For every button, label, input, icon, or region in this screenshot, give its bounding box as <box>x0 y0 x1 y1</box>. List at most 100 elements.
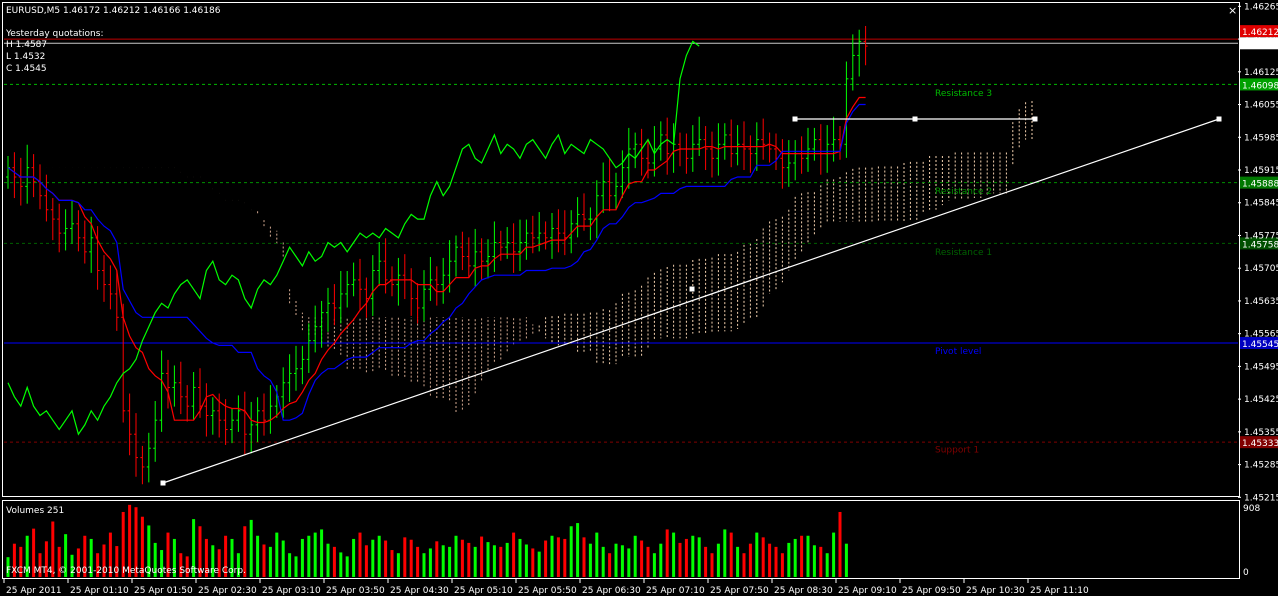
volume-bar <box>108 532 112 577</box>
volume-bar <box>512 532 516 577</box>
volume-bar <box>684 538 688 577</box>
volume-bar <box>524 544 528 577</box>
volume-bar <box>460 539 464 577</box>
volume-bar <box>582 537 586 577</box>
y-axis-label: 1.45285 <box>1244 461 1278 471</box>
trendline-support[interactable] <box>162 118 1220 484</box>
volume-bar <box>345 556 349 577</box>
volume-bar <box>32 528 36 577</box>
volume-bar <box>160 550 164 577</box>
y-axis-label: 1.45985 <box>1244 133 1278 143</box>
volume-bar <box>569 526 573 577</box>
volume-bar <box>780 553 784 577</box>
volume-bar <box>588 543 592 577</box>
close-icon[interactable]: × <box>1228 4 1237 17</box>
volume-bar <box>83 535 87 577</box>
volume-bar <box>294 556 298 577</box>
volume-bar <box>563 538 567 577</box>
trend-lines[interactable] <box>160 116 1222 486</box>
y-axis-label: 1.45705 <box>1244 264 1278 274</box>
level-label-0: Resistance 3 <box>935 89 992 99</box>
volume-bar <box>480 536 484 577</box>
volume-bar <box>518 538 522 577</box>
volume-bar <box>793 538 797 577</box>
level-price-tag-3 <box>1240 337 1278 350</box>
x-axis-label: 25 Apr 04:30 <box>390 586 449 596</box>
y-axis-label: 1.45845 <box>1244 199 1278 209</box>
volume-bar <box>742 553 746 577</box>
volume-bar <box>390 550 394 577</box>
volume-bar <box>448 546 452 577</box>
volume-bar <box>832 532 836 577</box>
price-axis[interactable]: 1.46098 1.45888 1.45758 1.45545 1.45333 1.462… <box>1238 2 1278 503</box>
volume-bar <box>70 554 74 577</box>
volume-bar <box>620 545 624 577</box>
volume-bar <box>198 526 202 577</box>
copyright-text: FXCM MT4, © 2001-2010 MetaQuotes Softwar… <box>6 566 246 576</box>
volume-bar <box>441 545 445 577</box>
level-price-tag-text-0: 1.46098 <box>1242 81 1278 91</box>
trendline-anchor-start[interactable] <box>160 480 166 486</box>
volume-bar <box>339 552 343 577</box>
volume-bar <box>396 553 400 577</box>
x-axis-label: 25 Apr 01:50 <box>134 586 193 596</box>
volume-bar <box>256 535 260 577</box>
volume-bar <box>147 525 151 577</box>
volume-bar <box>633 535 637 577</box>
volume-bar <box>416 546 420 577</box>
y-axis-label: 1.45355 <box>1244 428 1278 438</box>
volume-bar <box>332 546 336 577</box>
yesterday-high: H 1.4587 <box>6 40 47 50</box>
time-axis[interactable]: 25 Apr 2011 25 Apr 01:10 25 Apr 01:50 25 Ap… <box>3 579 1089 596</box>
y-axis-label: 1.45775 <box>1244 231 1278 241</box>
current-price-tag-1 <box>1240 37 1278 50</box>
y-axis-label: 1.45915 <box>1244 166 1278 176</box>
level-label-2: Resistance 1 <box>935 248 992 258</box>
x-axis-label: 25 Apr 2011 <box>6 586 62 596</box>
level-label-3: Pivot level <box>935 347 981 357</box>
symbol-header: EURUSD,M5 1.46172 1.46212 1.46166 1.4618… <box>6 6 221 16</box>
volume-bar <box>601 546 605 577</box>
volume-bar <box>320 529 324 577</box>
volume-bar <box>326 543 330 577</box>
level-price-tag-text-3: 1.45545 <box>1242 340 1278 350</box>
volume-bar <box>761 537 765 577</box>
volume-bar <box>192 519 196 577</box>
volume-bar <box>774 546 778 577</box>
y-axis-label: 1.45635 <box>1244 297 1278 307</box>
hline-anchor-end[interactable] <box>1032 116 1038 122</box>
volume-bar <box>172 538 176 577</box>
level-label-1: Resistance 2 <box>935 187 992 197</box>
volume-bar <box>115 546 119 577</box>
hline-anchor-start[interactable] <box>792 116 798 122</box>
y-axis-label: 1.45425 <box>1244 395 1278 405</box>
level-price-tag-text-2: 1.45758 <box>1242 240 1278 250</box>
close-chart-button[interactable]: × <box>1224 3 1238 17</box>
volume-bar <box>288 553 292 577</box>
volume-bar <box>166 532 170 577</box>
volume-bar <box>377 535 381 577</box>
volume-bar <box>268 546 272 577</box>
volume-bar <box>819 546 823 577</box>
volume-bar <box>659 543 663 577</box>
hline-anchor-mid[interactable] <box>912 116 918 122</box>
volume-bar <box>409 539 413 577</box>
y-axis-label: 1.45215 <box>1244 493 1278 503</box>
volume-bar <box>102 544 106 577</box>
volume-bar <box>422 553 426 577</box>
level-price-tag-1 <box>1240 176 1278 189</box>
current-price-tag-0 <box>1240 25 1278 38</box>
volume-bar <box>224 535 228 577</box>
trendline-anchor-mid[interactable] <box>689 286 695 292</box>
trendline-anchor-end[interactable] <box>1216 116 1222 122</box>
volume-bar <box>281 540 285 577</box>
current-price-tag-text-1: 1.46186 <box>1242 40 1278 50</box>
volume-bar <box>211 545 215 577</box>
volume-bar <box>838 511 842 577</box>
volume-bar <box>76 548 80 577</box>
y-axis-label: 1.45495 <box>1244 362 1278 372</box>
volume-bar <box>352 538 356 577</box>
volume-bar <box>556 537 560 577</box>
volume-bar <box>313 532 317 577</box>
